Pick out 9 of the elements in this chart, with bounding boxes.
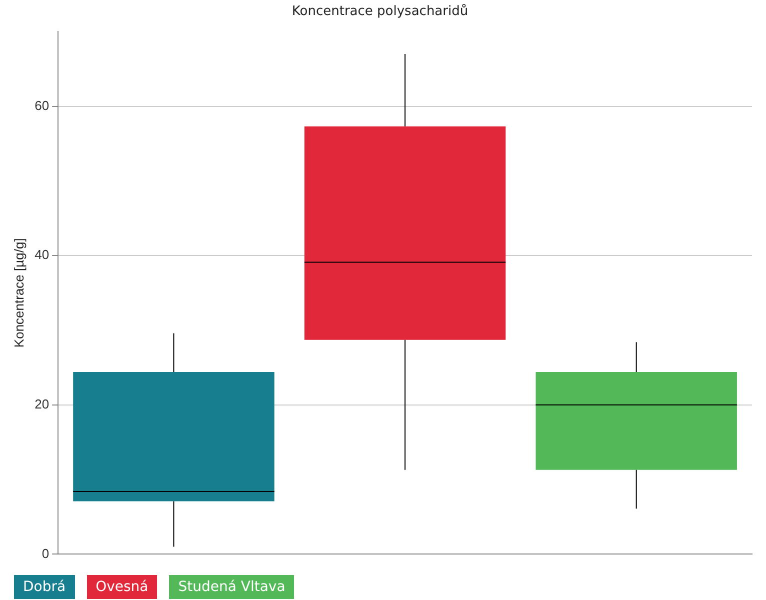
y-tick-label: 40 (34, 247, 50, 262)
chart-title: Koncentrace polysacharidů (292, 3, 468, 20)
y-tick-label: 20 (34, 396, 50, 412)
text: Studená Vltava (169, 575, 294, 599)
y-tick-label: 0 (42, 546, 50, 561)
text: Ovesná (86, 575, 158, 599)
y-axis-title: Koncentrace [µg/g] (11, 238, 26, 348)
y-tick-label: 60 (34, 98, 50, 113)
text: Dobrá (14, 575, 75, 599)
